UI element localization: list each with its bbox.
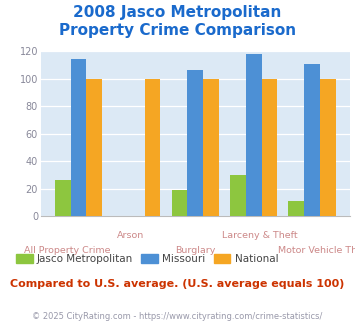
Bar bbox=[320, 79, 335, 216]
Legend: Jasco Metropolitan, Missouri, National: Jasco Metropolitan, Missouri, National bbox=[16, 254, 278, 264]
Text: © 2025 CityRating.com - https://www.cityrating.com/crime-statistics/: © 2025 CityRating.com - https://www.city… bbox=[32, 312, 323, 321]
Bar bbox=[187, 70, 203, 216]
Bar bbox=[262, 79, 277, 216]
Bar bbox=[304, 64, 320, 216]
Text: Compared to U.S. average. (U.S. average equals 100): Compared to U.S. average. (U.S. average … bbox=[10, 279, 345, 289]
Text: 2008 Jasco Metropolitan
Property Crime Comparison: 2008 Jasco Metropolitan Property Crime C… bbox=[59, 5, 296, 38]
Text: All Property Crime: All Property Crime bbox=[23, 246, 110, 255]
Bar bbox=[86, 79, 102, 216]
Bar bbox=[71, 59, 86, 216]
Text: Larceny & Theft: Larceny & Theft bbox=[222, 231, 297, 240]
Bar bbox=[55, 181, 71, 216]
Bar bbox=[230, 175, 246, 216]
Text: Motor Vehicle Theft: Motor Vehicle Theft bbox=[278, 246, 355, 255]
Bar bbox=[246, 54, 262, 216]
Bar bbox=[172, 190, 187, 216]
Bar bbox=[203, 79, 219, 216]
Text: Burglary: Burglary bbox=[175, 246, 215, 255]
Bar bbox=[145, 79, 160, 216]
Text: Arson: Arson bbox=[118, 231, 144, 240]
Bar bbox=[289, 201, 304, 216]
